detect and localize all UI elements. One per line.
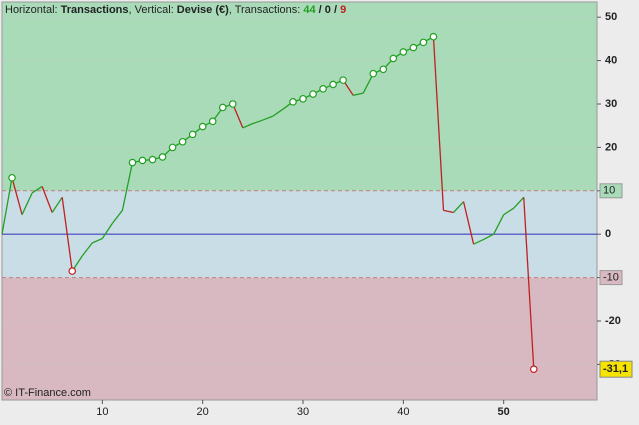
- y-tick-label: 0: [605, 228, 611, 240]
- x-tick-label: 10: [96, 406, 108, 418]
- line-segment: [443, 209, 454, 214]
- record-marker: [198, 122, 207, 131]
- line-segment: [473, 238, 484, 245]
- line-segment: [111, 209, 123, 224]
- x-tick-label: 50: [498, 406, 510, 418]
- y-tick-label: 40: [605, 54, 617, 66]
- record-marker: [128, 158, 137, 167]
- record-marker: [168, 143, 177, 152]
- record-marker: [339, 76, 347, 84]
- line-segment: [453, 201, 465, 213]
- title-part: Devise (€): [177, 4, 229, 16]
- record-marker: [419, 38, 428, 47]
- line-segment: [121, 162, 134, 211]
- title-part: Transactions: [61, 4, 129, 16]
- footer: © IT-Finance.com: [4, 387, 91, 399]
- record-marker: [208, 117, 217, 126]
- line-segment: [432, 36, 445, 211]
- record-marker: [309, 90, 317, 98]
- line-segment: [92, 237, 103, 244]
- record-marker: [429, 32, 438, 41]
- line-segment: [493, 214, 505, 235]
- line-segment: [41, 186, 53, 213]
- line-segment: [272, 108, 284, 117]
- record-marker: [8, 173, 16, 182]
- y-tick-label: 30: [605, 98, 617, 110]
- line-segment: [11, 177, 23, 215]
- value-label-box: [599, 360, 633, 378]
- record-marker: [228, 100, 237, 108]
- title-part: /: [316, 4, 325, 16]
- title-part: 9: [340, 4, 346, 16]
- x-tick-label: 20: [197, 406, 209, 418]
- title-part: 44: [303, 4, 316, 16]
- record-marker: [289, 98, 297, 106]
- record-marker: [399, 48, 408, 56]
- record-marker: [138, 156, 147, 165]
- record-marker: [379, 65, 388, 74]
- title-part: , Transactions:: [229, 4, 304, 16]
- record-marker: [218, 103, 227, 112]
- chart-title: Horizontal: Transactions, Vertical: Devi…: [5, 4, 346, 16]
- line-segment: [21, 192, 33, 215]
- record-marker: [178, 137, 187, 146]
- record-marker: [158, 153, 167, 161]
- y-tick-box: [599, 183, 623, 199]
- line-segment: [1, 177, 13, 235]
- line-segment: [51, 196, 63, 213]
- zone-below: [2, 277, 597, 400]
- title-part: 0: [325, 4, 331, 16]
- y-tick-label: 50: [605, 11, 617, 23]
- record-marker: [389, 54, 398, 63]
- line-segment: [353, 92, 364, 96]
- line-segment: [462, 201, 475, 245]
- record-marker: [329, 80, 337, 89]
- record-marker: [148, 155, 157, 164]
- zone-above: [2, 2, 597, 191]
- line-segment: [31, 185, 43, 194]
- y-tick-label: -10: [603, 272, 619, 284]
- x-tick-label: 40: [397, 406, 409, 418]
- plot-border: [1, 1, 598, 401]
- line-segment: [61, 197, 73, 272]
- title-part: /: [331, 4, 340, 16]
- line-segment: [262, 115, 274, 121]
- y-tick-label: 20: [605, 141, 617, 153]
- y-tick-box: [599, 270, 623, 286]
- record-marker: [529, 365, 538, 373]
- line-segment: [513, 196, 525, 209]
- line-segment: [252, 119, 264, 125]
- line-segment: [483, 233, 494, 240]
- record-marker: [299, 94, 307, 103]
- line-segment: [81, 242, 93, 257]
- line-segment: [101, 222, 113, 239]
- line-segment: [242, 122, 254, 129]
- x-tick-label: 30: [297, 406, 309, 418]
- line-segment: [523, 197, 535, 370]
- title-part: , Vertical:: [129, 4, 177, 16]
- record-marker: [188, 130, 197, 139]
- line-segment: [503, 207, 515, 216]
- record-marker: [369, 69, 378, 78]
- record-marker: [319, 85, 327, 93]
- record-marker: [68, 267, 77, 275]
- record-marker: [409, 43, 418, 52]
- line-segment: [232, 103, 244, 129]
- value-label: -31,1: [603, 363, 628, 375]
- title-part: Horizontal:: [5, 4, 61, 16]
- y-tick-label: -20: [605, 315, 621, 327]
- y-tick-label: 10: [603, 185, 615, 197]
